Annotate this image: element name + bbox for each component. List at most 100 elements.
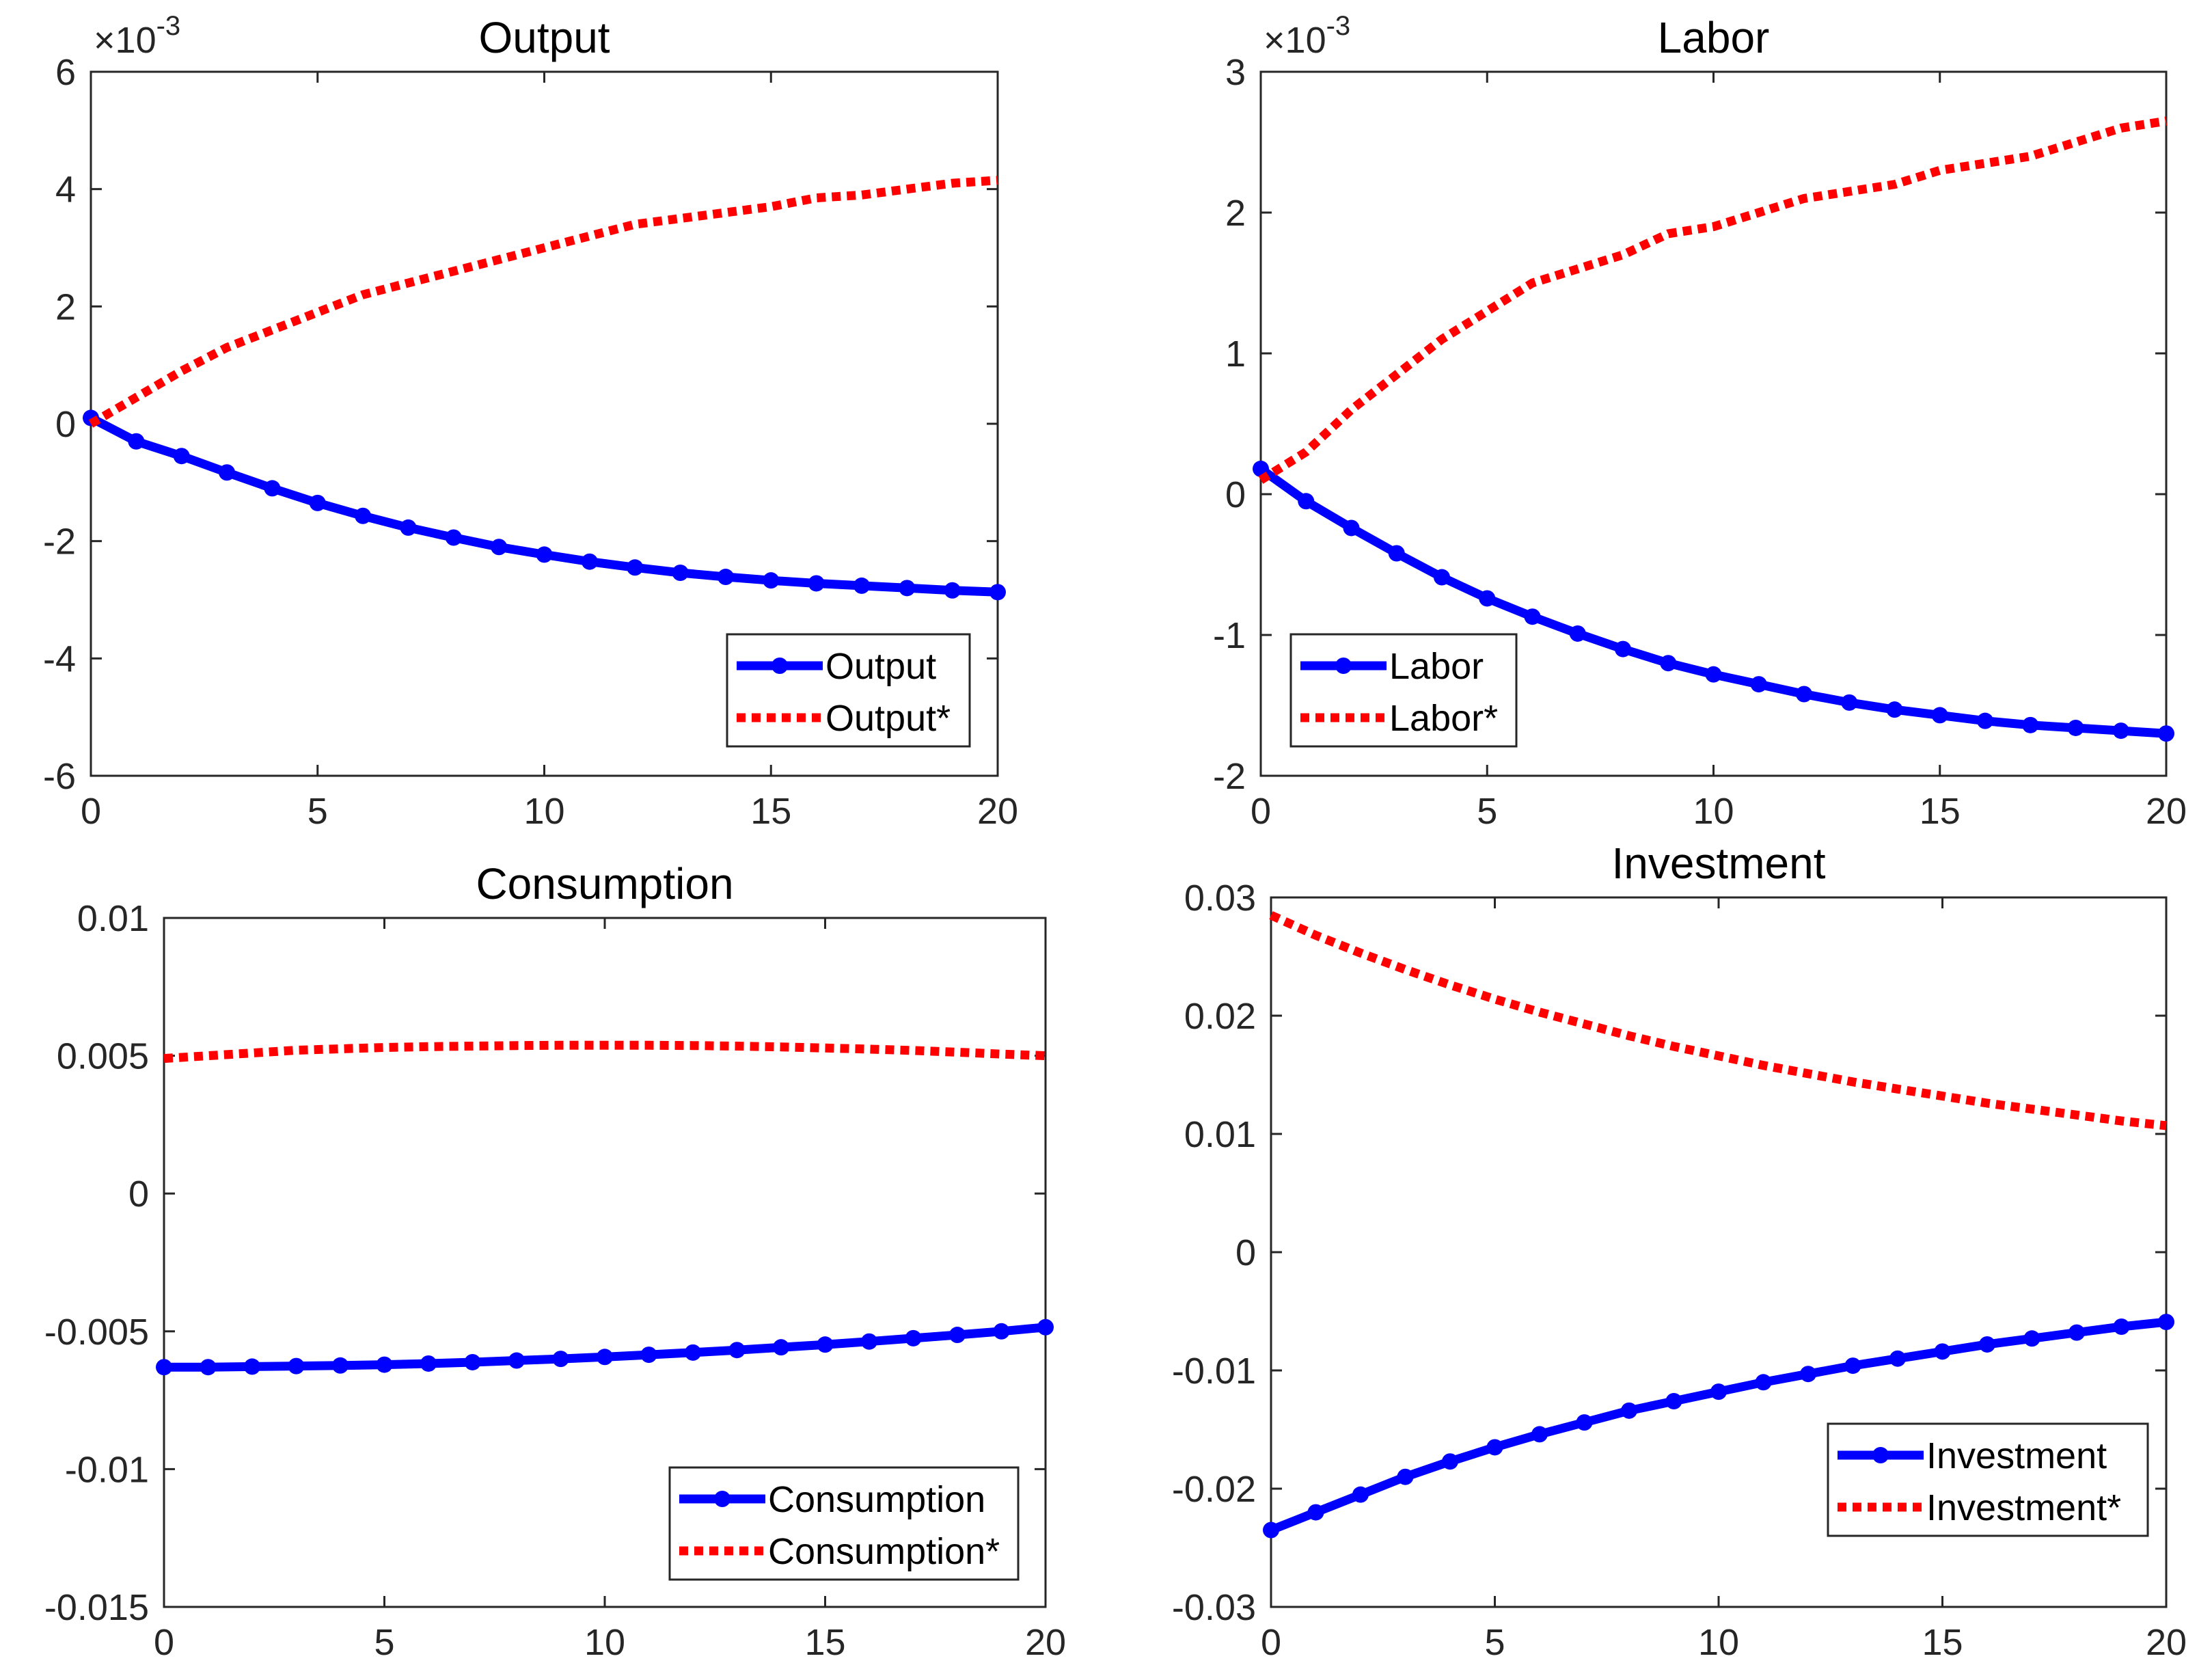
legend-label-labor-star: Labor* (1389, 698, 1498, 739)
axis-exponent: ×10-3 (1264, 11, 1350, 61)
series-consumption-star-line (163, 1040, 1046, 1064)
y-tick-label: 1 (1225, 334, 1246, 375)
y-tick-label: 2 (1225, 193, 1246, 234)
x-tick-label: 0 (1261, 1622, 1281, 1663)
series-consumption-point (685, 1344, 701, 1361)
x-tick-label: 20 (1025, 1622, 1066, 1663)
series-output-point (173, 448, 190, 465)
y-tick-label: 0 (1225, 474, 1246, 515)
series-investment-point (1665, 1392, 1682, 1409)
series-investment-point (1531, 1426, 1548, 1443)
x-tick-label: 5 (1477, 791, 1497, 832)
panel-consumption: 0 5 10 15 20 -0.015 -0.01 -0.005 0 0.005 0.01 Consu… (44, 859, 1066, 1663)
y-tick-label: 0.03 (1184, 878, 1256, 919)
series-consumption-point (244, 1358, 260, 1375)
series-investment-point (1486, 1439, 1503, 1456)
legend: Output Output* (726, 633, 971, 748)
y-tick-label: -0.03 (1172, 1587, 1256, 1628)
series-consumption-point (156, 1359, 172, 1376)
series-consumption-point (993, 1323, 1010, 1340)
y-tick-label: 0.01 (1184, 1114, 1256, 1155)
legend-box (668, 1466, 1020, 1581)
series-investment-point (2113, 1318, 2130, 1335)
x-tick-label: 5 (308, 791, 328, 832)
series-investment-point (1800, 1366, 1816, 1383)
series-investment-point (2068, 1324, 2085, 1341)
series-labor-star-line (1258, 116, 2167, 484)
series-consumption-point (949, 1327, 966, 1344)
series-consumption-point (508, 1352, 525, 1369)
series-output-point (264, 480, 281, 497)
series-labor-point (1343, 519, 1360, 537)
series-consumption-point (332, 1357, 349, 1374)
series-labor-point (1298, 493, 1315, 510)
series-output-point (672, 565, 689, 582)
x-tick-label: 20 (977, 791, 1018, 832)
series-investment-point (1889, 1350, 1906, 1367)
series-output-point (309, 494, 326, 511)
y-tick-label: 0.02 (1184, 996, 1256, 1037)
legend-marker-investment (1872, 1447, 1889, 1463)
series-investment-point (1844, 1357, 1861, 1375)
y-tick-label: -2 (1213, 756, 1246, 797)
series-consumption-point (597, 1349, 613, 1366)
y-tick-label: -0.01 (1172, 1351, 1256, 1392)
panel-labor: 0 5 10 15 20 -2 -1 0 1 2 3 ×10-3 Labor Labor Labor* (1213, 11, 2187, 832)
y-tick-label: -0.02 (1172, 1469, 1256, 1510)
y-tick-label: 3 (1225, 52, 1246, 93)
series-consumption-point (861, 1333, 877, 1350)
series-investment-point (1307, 1504, 1324, 1521)
series-output-point (899, 580, 916, 597)
y-tick-label: 0.005 (57, 1036, 149, 1077)
series-output-point (536, 546, 553, 563)
legend-label-output-star: Output* (825, 698, 951, 739)
series-labor-point (1705, 666, 1722, 683)
series-consumption-point (420, 1355, 437, 1372)
series-consumption-point (464, 1353, 481, 1370)
x-tick-label: 10 (584, 1622, 625, 1663)
series-labor-point (1886, 701, 1903, 718)
x-tick-label: 15 (1922, 1622, 1963, 1663)
x-tick-label: 0 (81, 791, 101, 832)
y-tick-label: -0.01 (65, 1449, 149, 1490)
series-output-point (219, 464, 236, 481)
series-labor-point (1750, 676, 1767, 693)
series-investment-point (1934, 1343, 1951, 1360)
legend: Consumption Consumption* (668, 1466, 1020, 1581)
legend-label-consumption: Consumption (768, 1479, 985, 1520)
series-labor-point (2112, 722, 2129, 740)
series-output-point (853, 577, 870, 594)
y-tick-label: -0.015 (44, 1587, 149, 1628)
series-output-star-line (88, 176, 998, 428)
series-output-point (445, 529, 462, 546)
y-tick-label: 0 (128, 1174, 149, 1215)
series-consumption-point (905, 1329, 922, 1347)
series-labor-point (1841, 694, 1858, 711)
series-output-point (491, 539, 508, 556)
series-consumption-point (200, 1359, 217, 1376)
y-tick-label: 0 (55, 404, 76, 445)
legend-label-output: Output (825, 646, 936, 687)
series-output-point (128, 433, 145, 450)
legend: Investment Investment* (1827, 1422, 2149, 1537)
x-tick-label: 15 (804, 1622, 845, 1663)
series-consumption-point (817, 1336, 834, 1353)
chart-title: Consumption (476, 859, 733, 908)
series-output-point (989, 584, 1006, 601)
y-tick-label: 0.01 (77, 898, 149, 939)
series-investment-point (2023, 1330, 2040, 1347)
legend-box (1827, 1422, 2149, 1537)
legend-box (726, 633, 971, 748)
series-consumption-point (728, 1342, 746, 1359)
series-output-point (763, 572, 780, 589)
series-investment-point (1576, 1414, 1593, 1431)
series-output-point (400, 519, 417, 536)
series-labor-point (1977, 712, 1993, 729)
legend-box (1289, 633, 1518, 748)
panel-investment: 0 5 10 15 20 -0.03 -0.02 -0.01 0 0.01 0.02 0.03 Inve… (1172, 839, 2187, 1663)
series-labor-point (1660, 655, 1677, 672)
series-labor-point (1524, 608, 1541, 625)
series-labor-point (2158, 725, 2174, 742)
series-consumption-point (773, 1339, 789, 1356)
series-labor-point (1615, 640, 1631, 658)
